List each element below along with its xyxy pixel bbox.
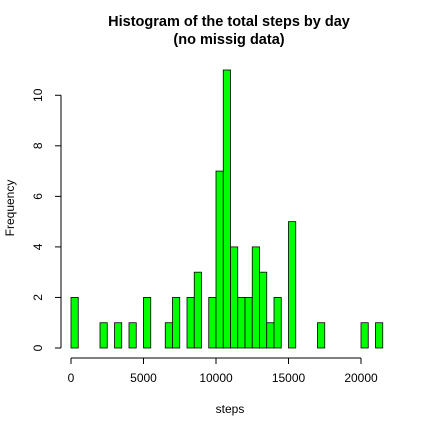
x-tick-label: 0 bbox=[68, 371, 75, 385]
chart-title-line1: Histogram of the total steps by day bbox=[108, 14, 350, 30]
x-tick-label: 15000 bbox=[272, 371, 306, 385]
x-tick-label: 20000 bbox=[344, 371, 378, 385]
x-axis: 0 5000 10000 15000 20000 bbox=[68, 357, 378, 385]
y-tick-label: 0 bbox=[31, 344, 45, 351]
y-tick-label: 8 bbox=[31, 142, 45, 149]
histogram-bar bbox=[266, 322, 275, 349]
histogram-bar bbox=[128, 322, 137, 349]
y-tick-label: 4 bbox=[31, 243, 45, 250]
y-axis-label: Frequency bbox=[3, 180, 17, 237]
x-axis-label: steps bbox=[216, 402, 245, 416]
histogram-bar bbox=[208, 297, 217, 349]
x-tick-label: 5000 bbox=[130, 371, 157, 385]
histogram-bar bbox=[193, 271, 202, 349]
histogram-bar bbox=[288, 221, 297, 349]
histogram-bar bbox=[251, 246, 260, 349]
y-tick-label: 10 bbox=[31, 88, 45, 102]
y-axis: 0 2 4 6 8 10 bbox=[31, 88, 62, 351]
x-tick-label: 10000 bbox=[199, 371, 233, 385]
histogram-bar bbox=[230, 246, 239, 349]
y-tick-label: 2 bbox=[31, 294, 45, 301]
histogram-bar bbox=[70, 297, 79, 349]
histogram-bar bbox=[143, 297, 152, 349]
y-tick-label: 6 bbox=[31, 193, 45, 200]
histogram-bar bbox=[273, 297, 282, 349]
histogram-bar bbox=[114, 322, 123, 349]
bars-group bbox=[70, 69, 384, 349]
histogram-bar bbox=[375, 322, 384, 349]
chart-title-line2: (no missig data) bbox=[173, 32, 284, 48]
histogram-bar bbox=[215, 170, 224, 349]
histogram-bar bbox=[99, 322, 108, 349]
histogram-bar bbox=[237, 297, 246, 349]
histogram-bar bbox=[164, 322, 173, 349]
histogram-bar bbox=[244, 297, 253, 349]
histogram-bar bbox=[259, 271, 268, 349]
histogram-bar bbox=[360, 322, 369, 349]
histogram-bar bbox=[317, 322, 326, 349]
histogram-bar bbox=[172, 297, 181, 349]
histogram-bar bbox=[222, 69, 231, 349]
histogram-bar bbox=[186, 297, 195, 349]
